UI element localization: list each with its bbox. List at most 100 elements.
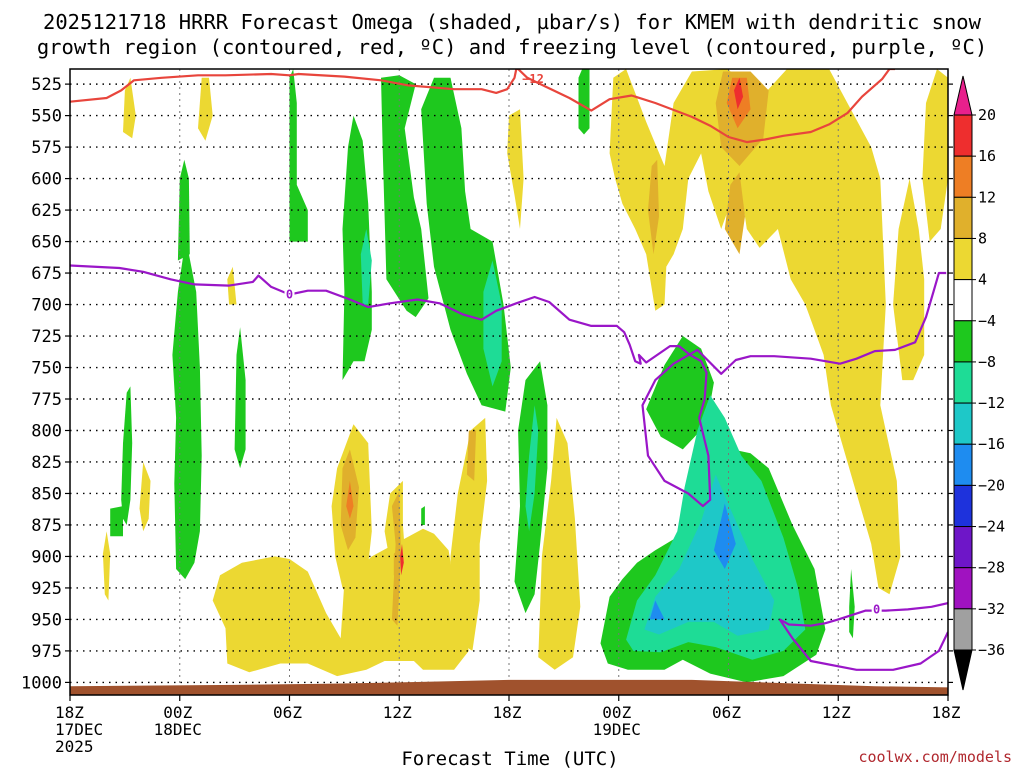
omega-region	[922, 69, 948, 242]
colorbar-top-triangle	[953, 75, 973, 116]
colorbar-label: 20	[978, 106, 996, 124]
omega-region	[400, 543, 404, 576]
x-tick-label: 00Z	[602, 703, 631, 722]
y-tick-label: 550	[31, 107, 62, 127]
x-tick-label: 12Z	[822, 703, 851, 722]
colorbar-bottom-triangle	[953, 649, 973, 691]
y-tick-label: 575	[31, 138, 62, 158]
omega-region	[289, 69, 308, 242]
colorbar-swatch	[953, 114, 973, 157]
dgz-contour-label: −12	[522, 72, 544, 86]
chart-title-line-2: growth region (contoured, red, ºC) and f…	[37, 35, 987, 59]
dendritic-growth-contour	[70, 69, 895, 144]
colorbar-label: 4	[978, 271, 987, 289]
colorbar-swatch	[953, 155, 973, 198]
omega-region	[849, 569, 855, 639]
y-tick-label: 625	[31, 201, 62, 221]
x-axis-title: Forecast Time (UTC)	[401, 748, 618, 768]
x-tick-label: 06Z	[273, 703, 302, 722]
omega-region	[507, 109, 524, 229]
omega-region	[713, 503, 736, 569]
omega-region	[360, 229, 372, 305]
y-tick-label: 950	[31, 610, 62, 630]
x-tick-label: 17DEC	[55, 720, 103, 739]
x-tick-label: 06Z	[712, 703, 741, 722]
y-tick-label: 975	[31, 642, 62, 662]
omega-region	[421, 506, 425, 525]
omega-region	[342, 115, 372, 381]
omega-region	[121, 386, 133, 525]
x-tick-label: 12Z	[383, 703, 412, 722]
y-tick-label: 925	[31, 579, 62, 599]
omega-region	[578, 69, 590, 135]
x-tick-label: 18Z	[55, 703, 84, 722]
y-tick-label: 675	[31, 264, 62, 284]
colorbar-label: −4	[978, 312, 996, 330]
omega-region	[538, 417, 581, 670]
colorbar-label: 8	[978, 229, 987, 247]
y-tick-label: 600	[31, 170, 62, 190]
colorbar-swatch	[953, 196, 973, 239]
omega-region	[466, 430, 477, 481]
colorbar-swatch	[953, 526, 973, 569]
y-tick-label: 775	[31, 390, 62, 410]
y-tick-label: 850	[31, 484, 62, 504]
freezing-contour-label: 0	[286, 287, 293, 301]
y-tick-label: 825	[31, 453, 62, 473]
dotted-grid	[70, 69, 948, 695]
freezing-level-contour	[778, 618, 948, 671]
omega-region	[234, 327, 246, 469]
credit-text: coolwx.com/models	[858, 748, 1012, 766]
omega-region	[525, 405, 539, 532]
colorbar-swatch	[953, 279, 973, 322]
y-tick-label: 750	[31, 359, 62, 379]
freezing-level-contour	[779, 602, 948, 627]
contour-label-bg	[871, 602, 882, 616]
omega-region	[198, 77, 213, 141]
colorbar-label: −36	[978, 641, 1005, 659]
contour-label-bg	[284, 287, 295, 301]
colorbar-swatch	[953, 320, 973, 363]
freezing-level-contour	[70, 264, 947, 508]
colorbar-swatch	[953, 608, 973, 651]
x-tick-label: 2025	[55, 737, 94, 756]
y-tick-label: 525	[31, 75, 62, 95]
x-tick-label: 18Z	[493, 703, 522, 722]
omega-region	[139, 462, 151, 532]
colorbar: 20 16 12 8 4 −4 −8 −12 −16 −20 −24 −28 −32 −36	[953, 75, 1005, 691]
colorbar-swatch	[953, 402, 973, 445]
colorbar-swatch	[953, 361, 973, 404]
freezing-contour-label: 0	[873, 602, 880, 616]
y-tick-label: 725	[31, 327, 62, 347]
omega-region	[110, 506, 123, 537]
plot-area	[70, 69, 948, 695]
omega-region	[609, 69, 901, 595]
omega-region	[177, 159, 190, 261]
pressure-axis: 525 550 575 600 625 650 675 700 725 750 775 800 825 8…	[21, 75, 953, 693]
omega-region	[646, 336, 714, 450]
omega-region	[483, 260, 502, 387]
omega-region	[450, 417, 488, 651]
colorbar-swatch	[953, 443, 973, 486]
colorbar-label: −32	[978, 600, 1005, 618]
colorbar-label: −12	[978, 394, 1005, 412]
y-tick-label: 875	[31, 516, 62, 536]
omega-region	[644, 474, 775, 636]
x-tick-label: 00Z	[163, 703, 192, 722]
colorbar-swatch	[953, 567, 973, 610]
colorbar-label: −20	[978, 476, 1005, 494]
colorbar-label: −8	[978, 353, 996, 371]
y-tick-label: 800	[31, 421, 62, 441]
y-tick-label: 900	[31, 547, 62, 567]
omega-region	[893, 178, 925, 381]
colorbar-swatch	[953, 484, 973, 528]
colorbar-label: −28	[978, 559, 1005, 577]
colorbar-label: −24	[978, 518, 1005, 536]
omega-region	[649, 600, 665, 620]
contours: −12 0 0	[70, 69, 948, 671]
y-tick-label: 650	[31, 233, 62, 253]
omega-region	[381, 75, 429, 318]
colorbar-label: −16	[978, 435, 1005, 453]
